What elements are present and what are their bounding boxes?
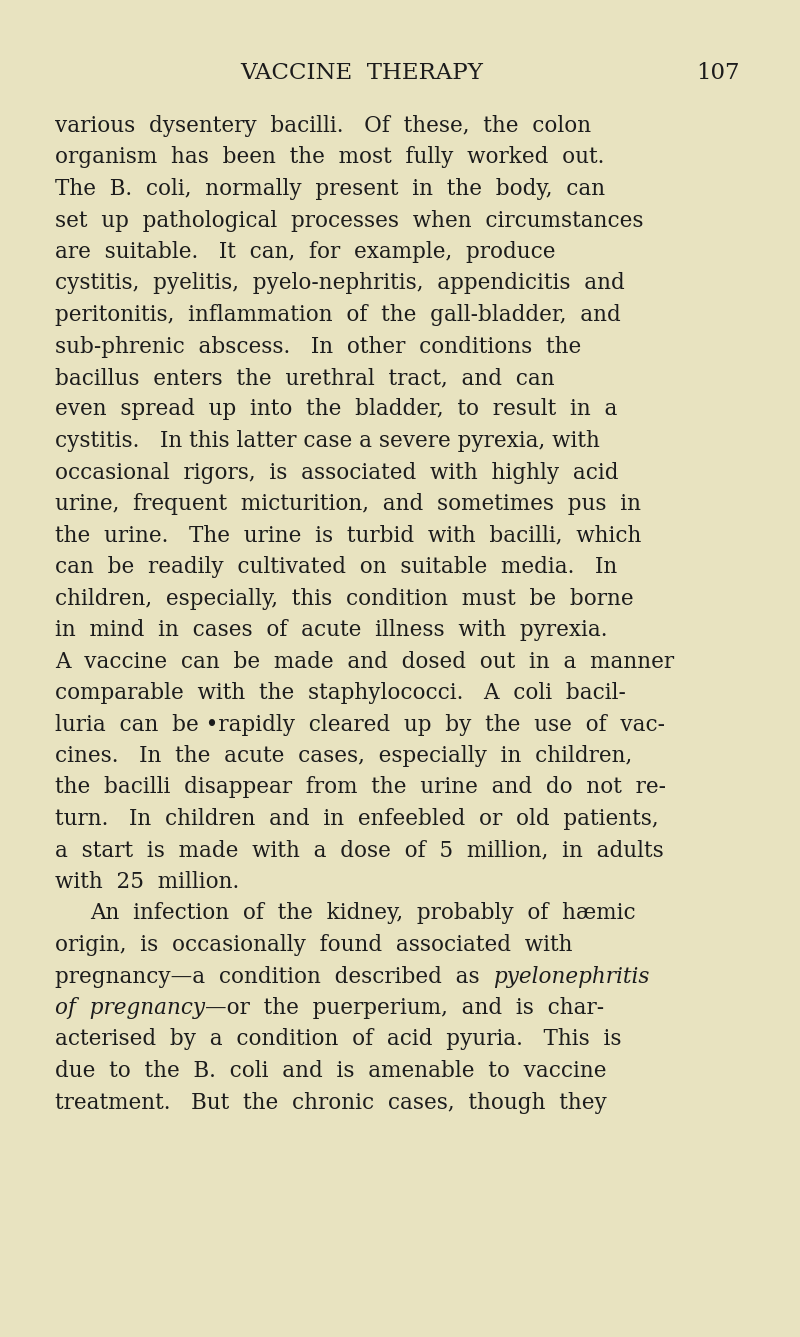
Text: sub-phrenic  abscess.   In  other  conditions  the: sub-phrenic abscess. In other conditions… — [55, 336, 582, 357]
Text: the  urine.   The  urine  is  turbid  with  bacilli,  which: the urine. The urine is turbid with baci… — [55, 524, 642, 547]
Text: with  25  million.: with 25 million. — [55, 870, 239, 893]
Text: organism  has  been  the  most  fully  worked  out.: organism has been the most fully worked … — [55, 147, 604, 168]
Text: are  suitable.   It  can,  for  example,  produce: are suitable. It can, for example, produ… — [55, 241, 555, 263]
Text: origin,  is  occasionally  found  associated  with: origin, is occasionally found associated… — [55, 935, 573, 956]
Text: peritonitis,  inflammation  of  the  gall-bladder,  and: peritonitis, inflammation of the gall-bl… — [55, 303, 621, 326]
Text: the  bacilli  disappear  from  the  urine  and  do  not  re-: the bacilli disappear from the urine and… — [55, 777, 666, 798]
Text: cystitis,  pyelitis,  pyelo-nephritis,  appendicitis  and: cystitis, pyelitis, pyelo-nephritis, app… — [55, 273, 625, 294]
Text: can  be  readily  cultivated  on  suitable  media.   In: can be readily cultivated on suitable me… — [55, 556, 618, 578]
Text: pyelonephritis: pyelonephritis — [494, 965, 650, 988]
Text: cystitis.   In this latter case a severe pyrexia, with: cystitis. In this latter case a severe p… — [55, 431, 600, 452]
Text: a  start  is  made  with  a  dose  of  5  million,  in  adults: a start is made with a dose of 5 million… — [55, 840, 664, 861]
Text: bacillus  enters  the  urethral  tract,  and  can: bacillus enters the urethral tract, and … — [55, 366, 554, 389]
Text: comparable  with  the  staphylococci.   A  coli  bacil-: comparable with the staphylococci. A col… — [55, 682, 626, 705]
Text: cines.   In  the  acute  cases,  especially  in  children,: cines. In the acute cases, especially in… — [55, 745, 632, 767]
Text: luria  can  be •rapidly  cleared  up  by  the  use  of  vac-: luria can be •rapidly cleared up by the … — [55, 714, 665, 735]
Text: turn.   In  children  and  in  enfeebled  or  old  patients,: turn. In children and in enfeebled or ol… — [55, 808, 658, 830]
Text: pregnancy—a  condition  described  as: pregnancy—a condition described as — [55, 965, 494, 988]
Text: urine,  frequent  micturition,  and  sometimes  pus  in: urine, frequent micturition, and sometim… — [55, 493, 641, 515]
Text: treatment.   But  the  chronic  cases,  though  they: treatment. But the chronic cases, though… — [55, 1091, 606, 1114]
Text: due  to  the  B.  coli  and  is  amenable  to  vaccine: due to the B. coli and is amenable to va… — [55, 1060, 606, 1082]
Text: children,  especially,  this  condition  must  be  borne: children, especially, this condition mus… — [55, 587, 634, 610]
Text: acterised  by  a  condition  of  acid  pyuria.   This  is: acterised by a condition of acid pyuria.… — [55, 1028, 622, 1051]
Text: of  pregnancy: of pregnancy — [55, 997, 205, 1019]
Text: A  vaccine  can  be  made  and  dosed  out  in  a  manner: A vaccine can be made and dosed out in a… — [55, 651, 674, 673]
Text: even  spread  up  into  the  bladder,  to  result  in  a: even spread up into the bladder, to resu… — [55, 398, 618, 421]
Text: —or  the  puerperium,  and  is  char-: —or the puerperium, and is char- — [205, 997, 604, 1019]
Text: The  B.  coli,  normally  present  in  the  body,  can: The B. coli, normally present in the bod… — [55, 178, 605, 201]
Text: various  dysentery  bacilli.   Of  these,  the  colon: various dysentery bacilli. Of these, the… — [55, 115, 591, 136]
Text: 107: 107 — [697, 62, 740, 84]
Text: VACCINE  THERAPY: VACCINE THERAPY — [240, 62, 483, 84]
Text: occasional  rigors,  is  associated  with  highly  acid: occasional rigors, is associated with hi… — [55, 461, 618, 484]
Text: An  infection  of  the  kidney,  probably  of  hæmic: An infection of the kidney, probably of … — [90, 902, 636, 924]
Text: in  mind  in  cases  of  acute  illness  with  pyrexia.: in mind in cases of acute illness with p… — [55, 619, 607, 640]
Text: set  up  pathological  processes  when  circumstances: set up pathological processes when circu… — [55, 210, 643, 231]
